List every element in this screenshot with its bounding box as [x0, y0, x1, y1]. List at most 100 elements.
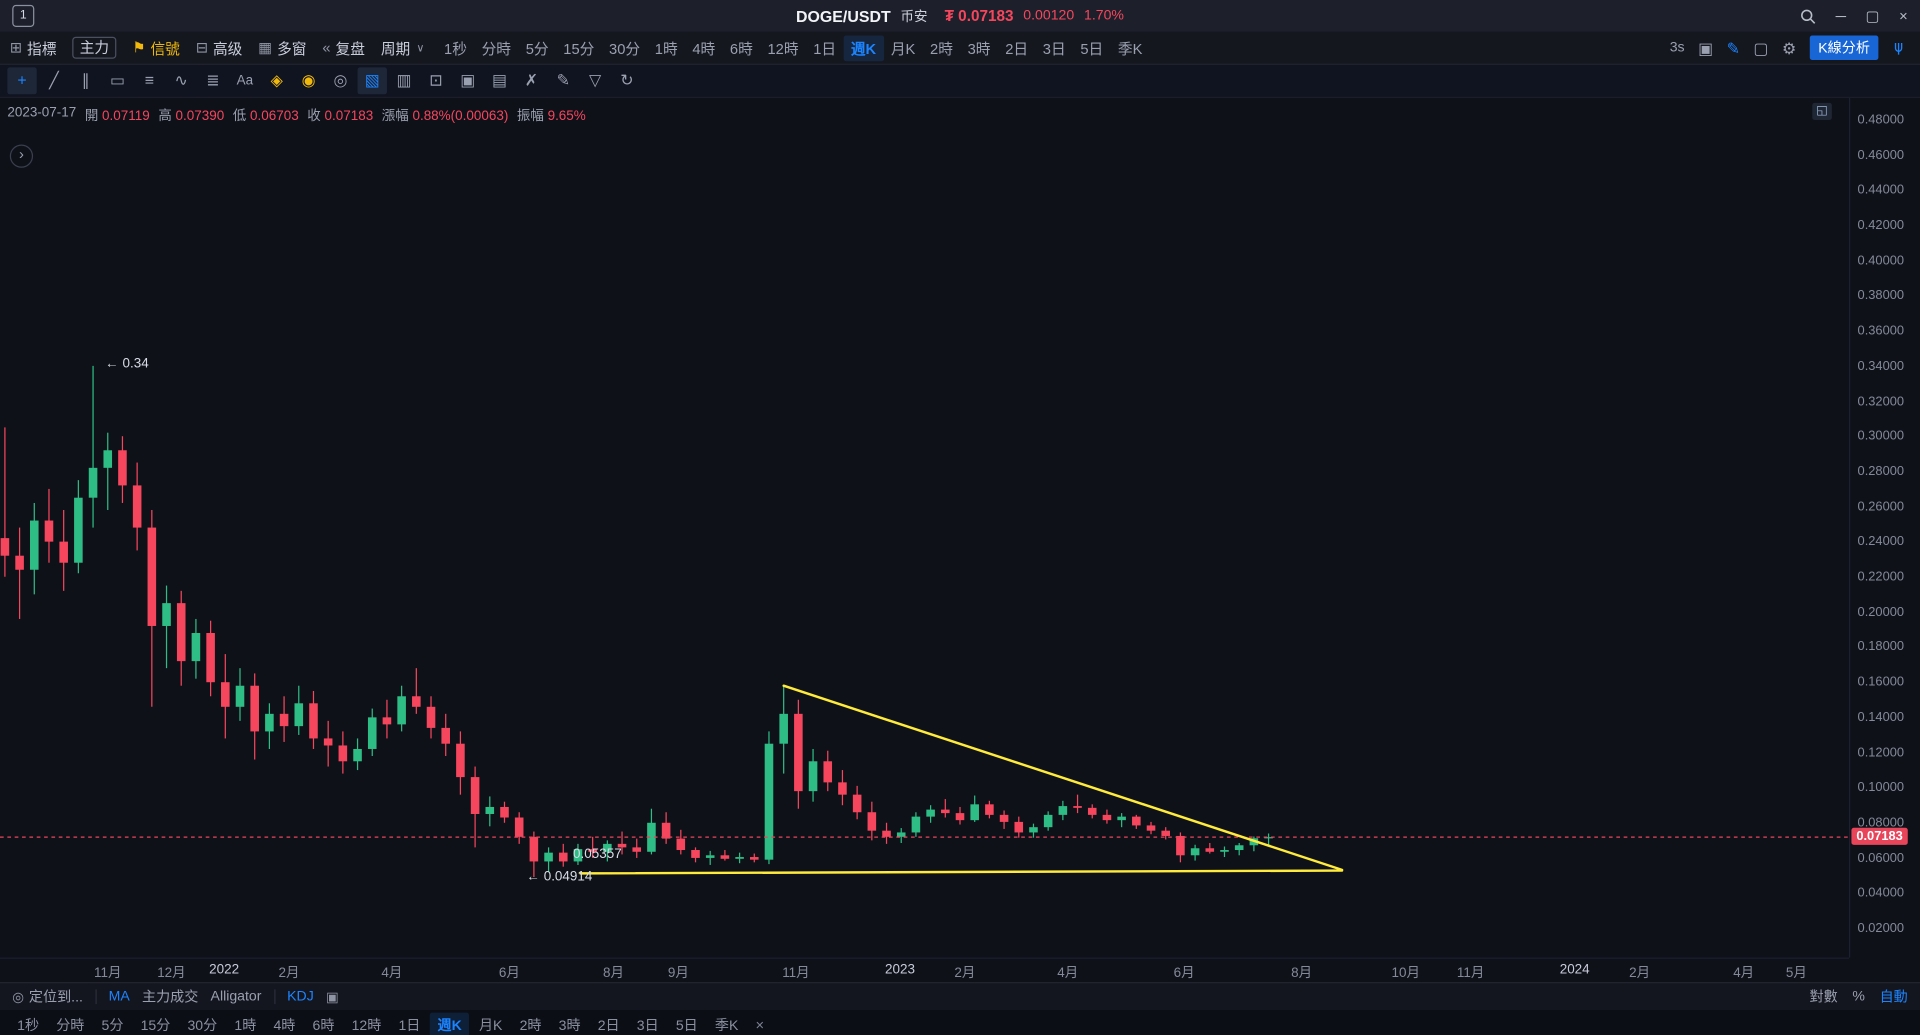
time-tick: 4月 — [1057, 966, 1079, 981]
indicator-main-volume[interactable]: 主力成交 — [141, 990, 199, 1006]
period-2日[interactable]: 2日 — [1005, 39, 1029, 57]
indicator-edit-icon[interactable]: ▣ — [326, 990, 339, 1005]
reset-icon[interactable]: ↻ — [620, 71, 634, 90]
period-30分[interactable]: 30分 — [609, 39, 641, 57]
time-tick: 10月 — [1391, 966, 1420, 981]
tab-15分[interactable]: 15分 — [140, 1018, 171, 1033]
period-5分[interactable]: 5分 — [525, 39, 549, 57]
menu-item-main-force[interactable]: 主力 — [72, 36, 117, 59]
share-icon[interactable]: ⋔ — [1891, 39, 1906, 58]
delete-drawings-icon[interactable]: ✗ — [524, 71, 539, 90]
tab-1時[interactable]: 1時 — [234, 1018, 257, 1033]
period-1日[interactable]: 1日 — [813, 39, 837, 57]
filter-icon[interactable]: ▽ — [588, 71, 602, 90]
trendline-icon[interactable]: ╱ — [49, 71, 59, 90]
candle-body — [676, 838, 686, 851]
crosshair-icon[interactable]: + — [7, 67, 37, 95]
channel-icon[interactable]: ∥ — [81, 71, 90, 90]
close-tab-icon[interactable]: × — [755, 1015, 765, 1033]
tab-週K[interactable]: 週K — [430, 1012, 470, 1035]
tab-2日[interactable]: 2日 — [597, 1018, 620, 1033]
tab-5分[interactable]: 5分 — [101, 1018, 124, 1033]
advanced-label: 高级 — [212, 39, 243, 57]
tab-5日[interactable]: 5日 — [675, 1018, 698, 1033]
tab-分時[interactable]: 分時 — [56, 1018, 85, 1033]
tab-1秒[interactable]: 1秒 — [17, 1018, 40, 1033]
auto-scale-toggle[interactable]: 自動 — [1879, 990, 1908, 1006]
workspace-badge[interactable]: 1 — [12, 4, 35, 27]
tab-30分[interactable]: 30分 — [187, 1018, 218, 1033]
trendline-drawing[interactable] — [579, 869, 1344, 875]
tab-6時[interactable]: 6時 — [312, 1018, 335, 1033]
period-分時[interactable]: 分時 — [481, 39, 512, 57]
chart-area[interactable]: ← 0.34 0.05357 ← 0.04914 2023-07-17 開 0.07… — [0, 97, 1920, 984]
trendline-drawing[interactable] — [782, 684, 1344, 872]
period-15分[interactable]: 15分 — [563, 39, 595, 57]
magnet-icon[interactable]: ▧ — [357, 67, 387, 95]
templates-icon[interactable]: ▤ — [492, 71, 508, 90]
marker-icon[interactable]: ◉ — [301, 71, 316, 90]
fib-icon[interactable]: ≣ — [206, 71, 220, 90]
feedback-icon[interactable]: ▢ — [1753, 38, 1769, 57]
brush-icon[interactable]: ◈ — [270, 71, 283, 90]
kline-analysis-button[interactable]: K線分析 — [1809, 35, 1879, 61]
popout-chart-icon[interactable]: ◱ — [1812, 102, 1832, 121]
expand-panel-icon[interactable]: › — [9, 144, 34, 168]
screenshot-icon[interactable]: ▣ — [1698, 38, 1714, 57]
period-4時[interactable]: 4時 — [692, 39, 716, 57]
rectangle-icon[interactable]: ▭ — [110, 71, 126, 90]
copy-icon[interactable]: ▣ — [460, 71, 476, 90]
candle-body — [1234, 845, 1244, 851]
period-12時[interactable]: 12時 — [767, 39, 799, 57]
indicator-kdj[interactable]: KDJ — [287, 989, 314, 1005]
log-scale-toggle[interactable]: 對數 — [1809, 990, 1838, 1006]
screenshot-region-icon[interactable]: ⊡ — [429, 71, 443, 90]
time-axis[interactable]: 11月 12月 2022 2月 4月 6月 8月 9月 11月 2023 2月 4月 6月 8月 10月 11… — [0, 957, 1849, 984]
menu-item-indicators[interactable]: ⊞ 指標 — [10, 37, 57, 58]
indicator-alligator[interactable]: Alligator — [210, 989, 262, 1005]
indicator-ma[interactable]: MA — [108, 989, 130, 1005]
ruler-icon[interactable]: ◎ — [333, 71, 348, 90]
period-1時[interactable]: 1時 — [654, 39, 678, 57]
menu-item-signals[interactable]: ⚑ 信號 — [132, 37, 179, 58]
menu-item-multi-window[interactable]: ▦ 多窗 — [258, 37, 306, 58]
search-icon[interactable] — [1800, 8, 1816, 24]
minimize-button[interactable]: ─ — [1835, 7, 1847, 25]
menu-item-replay[interactable]: «复盘 — [322, 37, 364, 58]
tab-季K[interactable]: 季K — [714, 1018, 739, 1033]
candlestick-chart[interactable]: ← 0.34 0.05357 ← 0.04914 — [0, 98, 1849, 958]
close-button[interactable]: × — [1899, 7, 1908, 25]
period-3日[interactable]: 3日 — [1042, 39, 1066, 57]
period-月K[interactable]: 月K — [890, 39, 916, 57]
period-3時[interactable]: 3時 — [967, 39, 991, 57]
draw-icon[interactable]: ✎ — [1726, 38, 1740, 57]
tab-3日[interactable]: 3日 — [636, 1018, 659, 1033]
paint-icon[interactable]: ✎ — [556, 71, 570, 90]
maximize-button[interactable]: ▢ — [1865, 7, 1880, 25]
period-6時[interactable]: 6時 — [729, 39, 753, 57]
tab-月K[interactable]: 月K — [478, 1018, 503, 1033]
period-季K[interactable]: 季K — [1117, 39, 1143, 57]
tab-3時[interactable]: 3時 — [558, 1018, 581, 1033]
tab-12時[interactable]: 12時 — [351, 1018, 382, 1033]
menu-item-period-menu[interactable]: 周期 ∨ — [381, 37, 425, 58]
menu-item-advanced[interactable]: ⊟ 高级 — [196, 37, 243, 58]
text-icon[interactable]: Aa — [236, 73, 254, 89]
period-5日[interactable]: 5日 — [1080, 39, 1104, 57]
period-1秒[interactable]: 1秒 — [444, 39, 467, 57]
period-2時[interactable]: 2時 — [930, 39, 953, 57]
price-tick: 0.28000 — [1857, 463, 1905, 479]
tab-4時[interactable]: 4時 — [273, 1018, 296, 1033]
multi-window-icon: ▦ — [258, 39, 273, 57]
price-axis[interactable]: 0.48000 0.46000 0.44000 0.42000 0.40000 0.380… — [1848, 97, 1920, 958]
candle-body — [412, 696, 421, 707]
percent-scale-toggle[interactable]: % — [1852, 989, 1865, 1005]
horizontal-line-icon[interactable]: ≡ — [144, 71, 155, 90]
volume-profile-icon[interactable]: ▥ — [396, 71, 412, 90]
tab-1日[interactable]: 1日 — [398, 1018, 421, 1033]
wave-icon[interactable]: ∿ — [174, 71, 188, 90]
tab-2時[interactable]: 2時 — [519, 1018, 542, 1033]
period-週K[interactable]: 週K — [843, 34, 884, 61]
settings-icon[interactable]: ⚙ — [1781, 38, 1797, 57]
locate-button[interactable]: ◎ 定位到... — [12, 987, 83, 1007]
